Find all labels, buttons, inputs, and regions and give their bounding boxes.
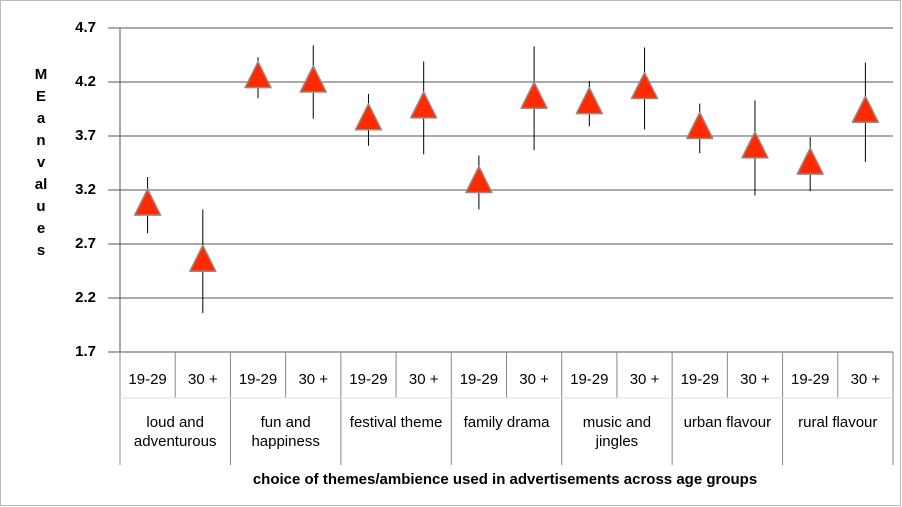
group-label: festival theme	[349, 414, 443, 431]
marker	[851, 95, 880, 123]
group-label: fun and happiness	[251, 414, 320, 450]
group-label-box: rural flavour	[798, 414, 878, 431]
x-axis-title: choice of themes/ambience used in advert…	[253, 471, 757, 488]
x-tick-label: 19-29	[681, 371, 719, 388]
marker	[133, 188, 162, 216]
x-tick-label: 30 +	[519, 371, 549, 388]
group-label-box: loud and adventurous	[133, 414, 217, 450]
group-label: rural flavour	[798, 414, 878, 431]
group-label-box: festival theme	[349, 414, 443, 431]
marker	[741, 131, 769, 159]
x-tick-label: 30 +	[740, 371, 770, 388]
x-tick-label: 19-29	[349, 371, 387, 388]
marker	[630, 71, 659, 100]
x-tick-label: 30 +	[851, 371, 881, 388]
group-label: loud and adventurous	[133, 414, 217, 450]
group-label: family drama	[463, 414, 550, 431]
y-tick-label: 4.7	[75, 19, 96, 36]
group-label: music and jingles	[582, 414, 652, 450]
group-label-box: fun and happiness	[251, 414, 320, 450]
y-tick-label: 2.2	[75, 289, 96, 306]
marker	[189, 244, 217, 273]
x-tick-label: 30 +	[630, 371, 660, 388]
x-tick-label: 30 +	[188, 371, 218, 388]
marker	[796, 147, 824, 175]
marker	[520, 81, 548, 109]
x-tick-label: 19-29	[128, 371, 166, 388]
y-tick-label: 3.2	[75, 181, 96, 198]
marker	[575, 86, 604, 115]
marker	[299, 65, 327, 93]
marker	[686, 111, 714, 140]
y-tick-label: 2.7	[75, 235, 96, 252]
marker	[409, 91, 438, 119]
y-tick-label: 1.7	[75, 343, 96, 360]
x-tick-label: 19-29	[570, 371, 608, 388]
group-label-box: family drama	[463, 414, 550, 431]
x-tick-label: 19-29	[239, 371, 277, 388]
group-label-box: music and jingles	[582, 414, 652, 450]
y-tick-label: 3.7	[75, 127, 96, 144]
y-tick-label: 4.2	[75, 73, 96, 90]
marker	[465, 165, 493, 194]
marker	[244, 60, 272, 89]
y-axis-title: MEan values	[34, 66, 48, 259]
group-label: urban flavour	[683, 414, 772, 431]
x-tick-label: 30 +	[409, 371, 439, 388]
marker	[354, 103, 383, 131]
group-label-box: urban flavour	[683, 414, 772, 431]
x-tick-label: 30 +	[298, 371, 328, 388]
x-tick-label: 19-29	[460, 371, 498, 388]
x-tick-label: 19-29	[791, 371, 829, 388]
